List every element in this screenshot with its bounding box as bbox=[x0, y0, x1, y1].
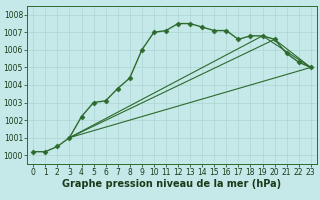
X-axis label: Graphe pression niveau de la mer (hPa): Graphe pression niveau de la mer (hPa) bbox=[62, 179, 282, 189]
